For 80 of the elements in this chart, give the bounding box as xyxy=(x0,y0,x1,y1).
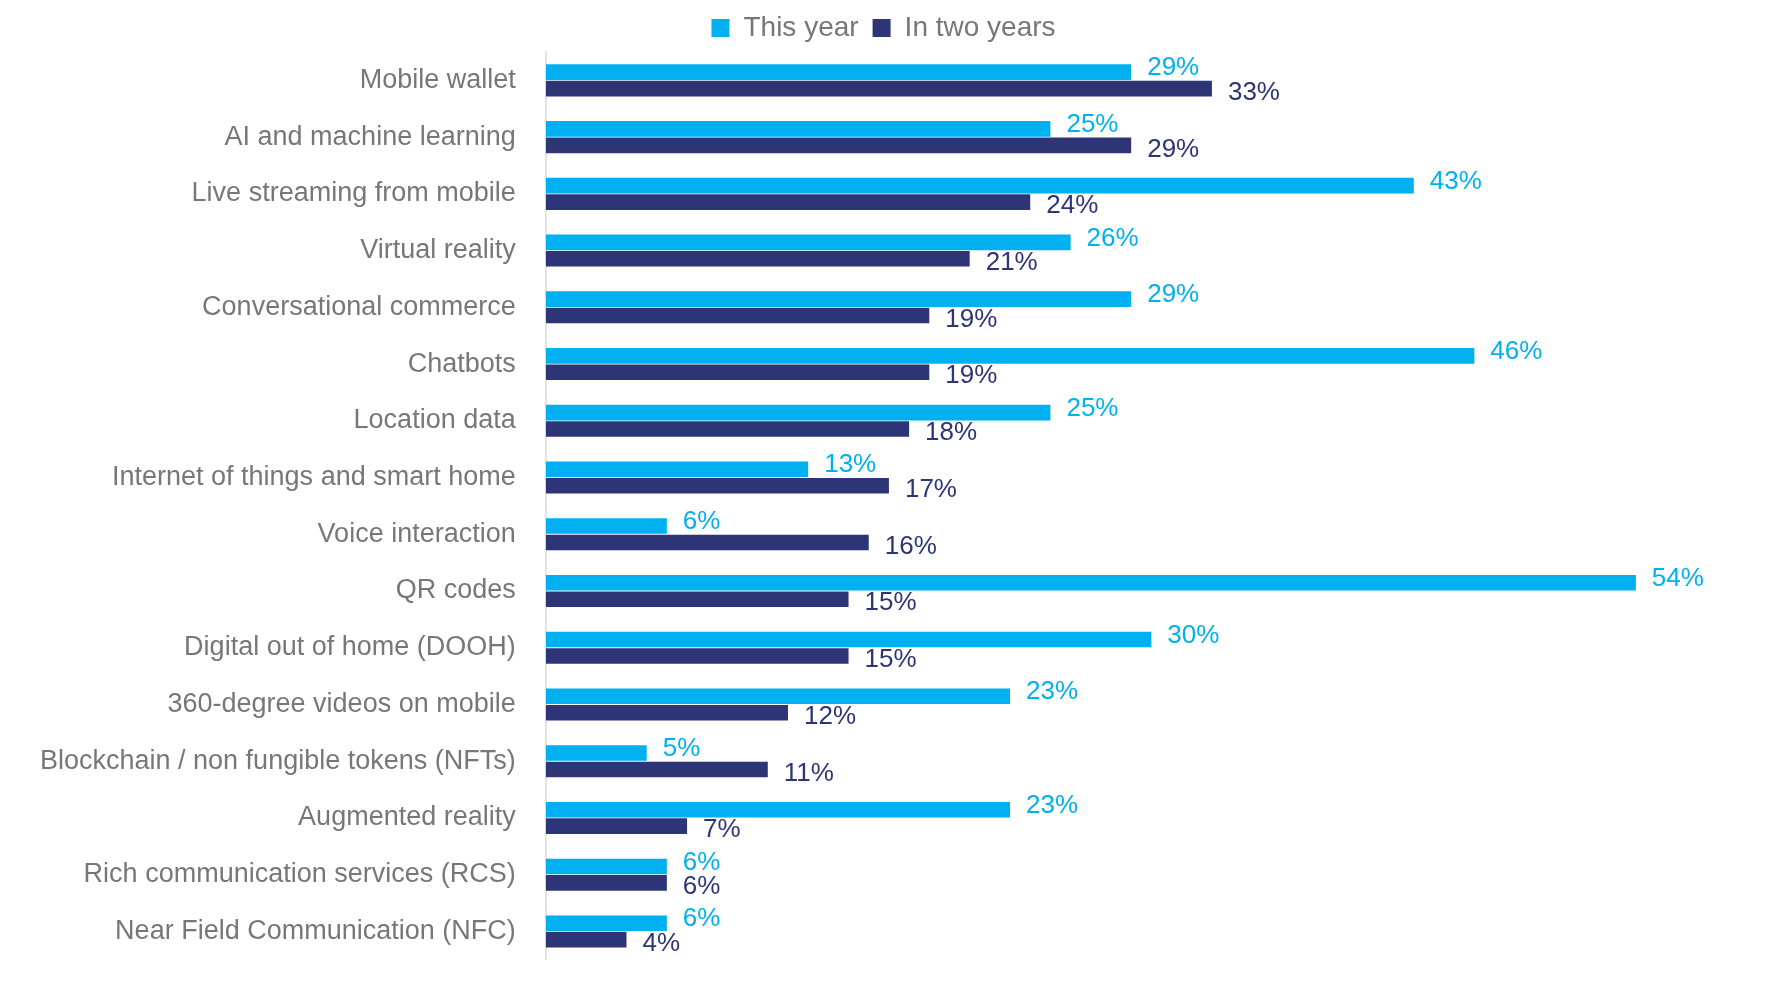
bar xyxy=(545,250,970,267)
bar xyxy=(545,931,627,948)
data-label: 29% xyxy=(1147,51,1200,82)
bar xyxy=(545,704,788,721)
bar xyxy=(545,761,768,778)
y-tick-label: Virtual reality xyxy=(360,234,517,265)
data-label: 23% xyxy=(1026,788,1079,819)
data-label: 6% xyxy=(682,505,721,536)
data-label: 5% xyxy=(662,732,701,763)
y-tick-label: Conversational commerce xyxy=(202,290,516,321)
bar xyxy=(545,137,1132,154)
bar xyxy=(545,421,910,437)
bar xyxy=(545,404,1051,421)
data-label: 15% xyxy=(864,643,917,674)
bar xyxy=(545,801,1011,818)
data-label: 7% xyxy=(703,813,741,844)
bar xyxy=(545,818,688,834)
y-tick-label: Blockchain / non fungible tokens (NFTs) xyxy=(40,744,516,775)
y-tick-label: Rich communication services (RCS) xyxy=(83,858,516,889)
y-tick-label: Augmented reality xyxy=(298,801,517,832)
data-label: 54% xyxy=(1651,561,1704,592)
bar xyxy=(545,461,809,478)
bar xyxy=(545,631,1152,648)
data-label: 18% xyxy=(925,416,978,447)
bar xyxy=(545,648,849,664)
data-label: 19% xyxy=(945,302,998,333)
bar xyxy=(545,64,1132,80)
bar xyxy=(545,234,1071,251)
bar xyxy=(545,745,647,761)
data-label: 26% xyxy=(1086,221,1139,252)
y-tick-label: Mobile wallet xyxy=(359,63,517,94)
bar xyxy=(545,348,1475,364)
y-tick-label: Live streaming from mobile xyxy=(191,177,516,208)
data-label: 17% xyxy=(904,472,957,503)
bar xyxy=(545,858,667,875)
data-label: 24% xyxy=(1046,189,1099,220)
bar xyxy=(545,291,1132,307)
data-label: 25% xyxy=(1066,108,1119,139)
y-tick-label: AI and machine learning xyxy=(224,120,516,151)
data-label: 33% xyxy=(1227,75,1280,106)
y-tick-label: Chatbots xyxy=(407,347,516,378)
bar xyxy=(545,121,1051,137)
data-label: 15% xyxy=(864,586,917,617)
data-label: 30% xyxy=(1167,618,1220,649)
bar xyxy=(545,307,930,324)
data-label: 23% xyxy=(1026,675,1079,706)
data-label: 11% xyxy=(783,756,834,787)
bar xyxy=(545,915,667,932)
data-label: 4% xyxy=(642,926,681,957)
data-label: 29% xyxy=(1147,278,1200,309)
bar xyxy=(545,688,1011,705)
data-label: 16% xyxy=(884,529,937,560)
bar xyxy=(545,80,1212,97)
bar xyxy=(545,194,1031,210)
data-label: 46% xyxy=(1490,335,1543,365)
y-tick-label: Voice interaction xyxy=(317,517,516,548)
bar xyxy=(545,534,869,551)
data-label: 21% xyxy=(985,245,1038,276)
legend-label: In two years xyxy=(904,10,1056,42)
data-label: 12% xyxy=(803,699,857,730)
bar xyxy=(545,518,667,534)
bar xyxy=(545,574,1636,591)
data-label: 29% xyxy=(1147,132,1200,163)
y-tick-label: Digital out of home (DOOH) xyxy=(184,631,516,662)
data-label: 19% xyxy=(945,359,998,390)
legend-label: This year xyxy=(743,10,859,42)
y-tick-label: 360-degree videos on mobile xyxy=(167,687,516,718)
bar xyxy=(545,177,1414,194)
bar xyxy=(545,591,849,608)
bar xyxy=(545,875,667,891)
data-label: 43% xyxy=(1429,164,1482,195)
data-label: 6% xyxy=(682,902,721,933)
y-tick-label: Location data xyxy=(353,404,517,435)
bar xyxy=(545,477,889,494)
data-label: 25% xyxy=(1066,391,1119,422)
data-label: 13% xyxy=(824,448,877,479)
bar xyxy=(545,364,930,381)
y-tick-label: Internet of things and smart home xyxy=(112,460,516,491)
y-tick-label: QR codes xyxy=(395,574,516,605)
y-tick-label: Near Field Communication (NFC) xyxy=(115,914,516,945)
